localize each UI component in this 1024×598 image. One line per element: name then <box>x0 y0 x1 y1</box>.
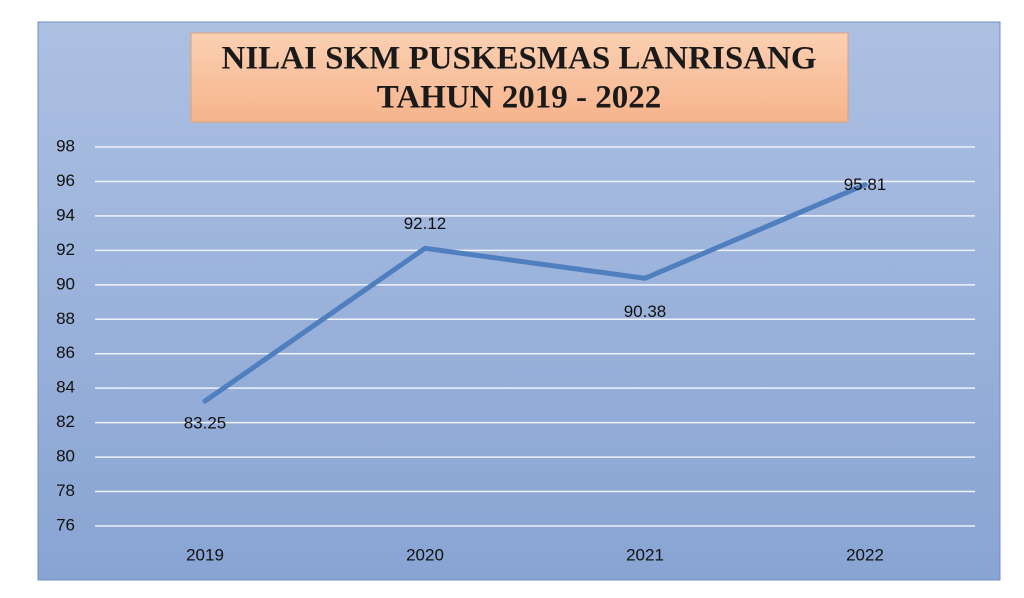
y-tick-label: 96 <box>56 171 75 190</box>
y-tick-label: 76 <box>56 515 75 534</box>
x-tick-label: 2021 <box>626 545 664 564</box>
y-tick-label: 78 <box>56 481 75 500</box>
y-tick-label: 88 <box>56 309 75 328</box>
title-box <box>190 32 849 123</box>
y-tick-label: 94 <box>56 205 75 224</box>
chart-title: TAHUN 2019 - 2022 <box>377 80 661 116</box>
y-tick-label: 86 <box>56 343 75 362</box>
x-tick-label: 2019 <box>186 545 224 564</box>
y-tick-label: 84 <box>56 378 75 397</box>
data-label: 92.12 <box>404 214 447 233</box>
y-tick-label: 82 <box>56 412 75 431</box>
data-label: 90.38 <box>624 302 667 321</box>
y-tick-label: 92 <box>56 240 75 259</box>
data-label: 95.81 <box>844 175 887 194</box>
x-tick-label: 2022 <box>846 545 884 564</box>
x-tick-label: 2020 <box>406 545 444 564</box>
y-tick-label: 80 <box>56 447 75 466</box>
line <box>202 182 868 404</box>
data-label: 83.25 <box>184 414 227 433</box>
y-tick-label: 90 <box>56 274 75 293</box>
y-tick-label: 98 <box>56 136 75 155</box>
chart-title: NILAI SKM PUSKESMAS LANRISANG <box>221 41 816 77</box>
